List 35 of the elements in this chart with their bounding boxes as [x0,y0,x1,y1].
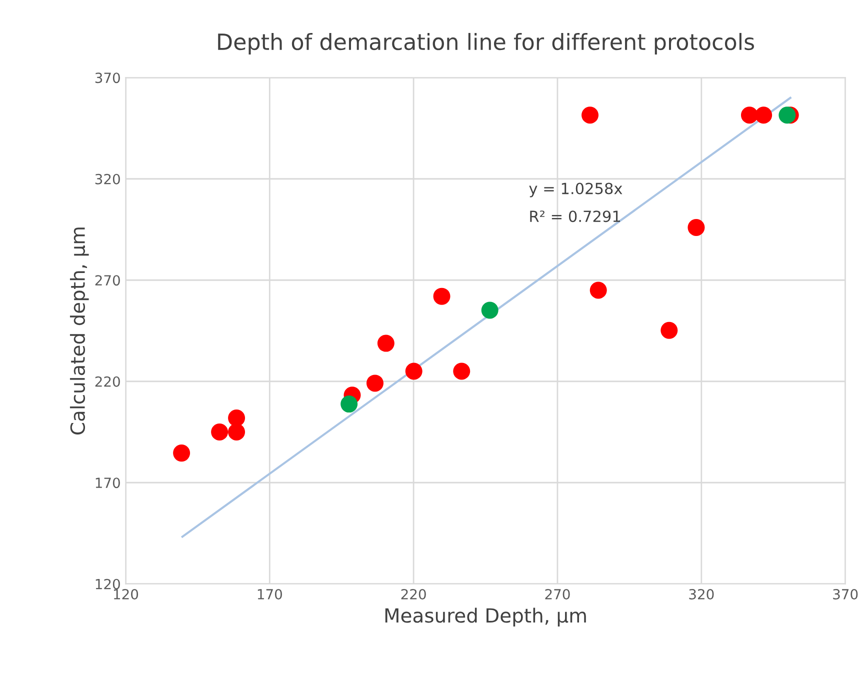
annotation: y = 1.0258x [529,182,622,198]
point [740,106,758,124]
point [778,106,796,124]
point [660,322,678,339]
x-axis-title: Measured Depth, µm [385,608,586,627]
point [366,374,384,392]
x-tick-label: 270 [545,588,570,600]
point [340,396,358,413]
y-tick-label: 170 [96,478,120,488]
y-axis-title: Calculated depth, µm [70,228,89,434]
y-tick-label: 220 [95,376,120,387]
point [481,302,498,319]
y-tick-label: 320 [95,174,120,184]
chart-title: Depth of demarcation line for different protocols [218,32,754,54]
point [688,218,705,236]
point [228,410,246,427]
point [433,288,450,305]
point [211,423,228,441]
point [377,334,394,352]
y-tick-label: 370 [95,72,120,84]
point [405,362,422,380]
point [590,282,607,299]
x-tick-label: 220 [401,588,426,600]
x-tick-label: 120 [114,588,138,600]
point [755,106,772,124]
annotation: R² = 0.7291 [530,210,620,222]
y-tick-label: 120 [96,578,120,590]
x-tick-label: 370 [833,588,858,600]
point [453,362,470,380]
x-tick-label: 320 [689,588,714,600]
y-tick-label: 270 [95,275,120,286]
point [173,444,190,462]
x-tick-label: 170 [258,588,282,600]
point [228,423,246,441]
point [582,106,599,124]
